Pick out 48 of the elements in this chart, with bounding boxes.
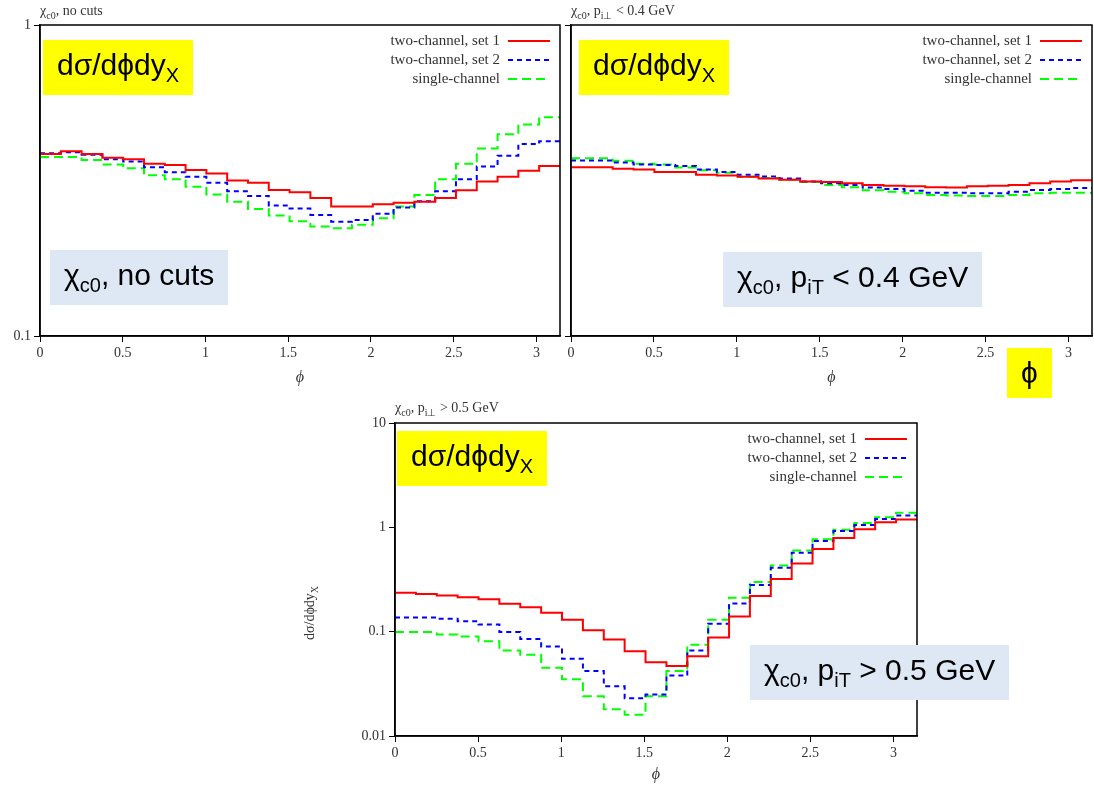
- x-axis-title: ϕ: [651, 764, 661, 783]
- y-tick-label: 0.01: [361, 727, 386, 743]
- y-tick-label: 0.1: [13, 327, 31, 343]
- legend-label: two-channel, set 2: [747, 448, 857, 465]
- x-tick-label: 1: [202, 345, 209, 361]
- x-tick-label: 0: [567, 345, 575, 361]
- x-tick-label: 1: [557, 745, 565, 761]
- y-tick-label: 1: [379, 519, 386, 535]
- x-axis-title: ϕ: [295, 367, 305, 386]
- chart-title: χ$_{c0}$, p$_{i⊥}$ > 0.5 GeV: [395, 400, 499, 418]
- x-tick-label: 3: [889, 745, 897, 761]
- text: ϕ: [1007, 348, 1052, 398]
- legend-label: two-channel, set 1: [390, 31, 500, 48]
- legend-label: single-channel: [412, 69, 500, 86]
- x-tick-label: 2: [899, 345, 907, 361]
- legend-label: single-channel: [769, 467, 857, 484]
- annotation: χ$_{c0}$, p$_{iT}$ < 0.4 GeV: [723, 252, 983, 307]
- x-tick-label: 2.5: [801, 745, 820, 761]
- x-tick-label: 1.5: [810, 345, 829, 361]
- annotation: dσ/dϕdy$_{X}$: [397, 431, 548, 486]
- y-tick-label: 0.1: [368, 623, 386, 639]
- x-tick-label: 2.5: [445, 345, 463, 361]
- x-axis-title: ϕ: [827, 367, 836, 386]
- chart-title: χ$_{c0}$, no cuts: [40, 3, 103, 21]
- x-tick-label: 0.5: [114, 345, 132, 361]
- legend-label: two-channel, set 1: [922, 31, 1032, 48]
- chart-title: χ$_{c0}$, p$_{i⊥}$ < 0.4 GeV: [571, 3, 675, 21]
- x-tick-label: 1: [733, 345, 741, 361]
- annotation: dσ/dϕdy$_{X}$: [43, 40, 194, 95]
- annotation: χ$_{c0}$, p$_{iT}$ > 0.5 GeV: [750, 645, 1010, 700]
- legend-label: two-channel, set 2: [922, 50, 1032, 67]
- x-tick-label: 3: [1064, 345, 1072, 361]
- legend-label: two-channel, set 2: [390, 50, 500, 67]
- x-tick-label: 2: [723, 745, 731, 761]
- annotation: χ$_{c0}$, no cuts: [50, 250, 229, 305]
- legend-label: single-channel: [944, 69, 1032, 86]
- x-tick-label: 0.5: [469, 745, 487, 761]
- x-tick-label: 2: [367, 345, 375, 361]
- x-tick-label: 1.5: [635, 745, 653, 761]
- x-tick-label: 1.5: [279, 345, 297, 361]
- x-tick-label: 2.5: [976, 345, 995, 361]
- legend-label: two-channel, set 1: [747, 429, 857, 446]
- x-tick-label: 3: [533, 345, 540, 361]
- x-tick-label: 0.5: [645, 345, 663, 361]
- y-tick-label: 10: [372, 414, 386, 430]
- x-tick-label: 0: [391, 745, 399, 761]
- annotation: dσ/dϕdy$_{X}$: [579, 40, 730, 95]
- x-tick-label: 0: [36, 345, 44, 361]
